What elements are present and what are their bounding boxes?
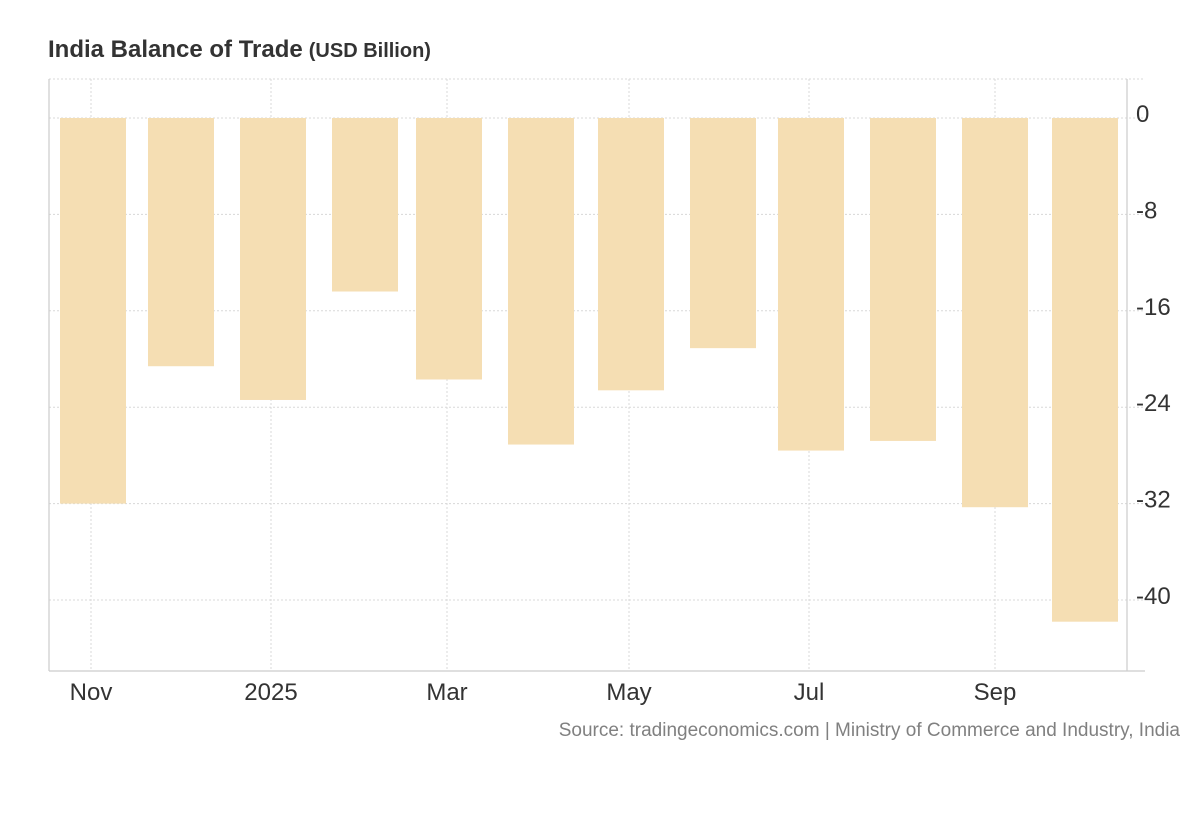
y-tick-label: -32 — [1136, 487, 1171, 514]
chart-unit-label: (USD Billion) — [308, 40, 431, 62]
source-note: Source: tradingeconomics.com | Ministry … — [558, 720, 1180, 741]
bar[interactable] — [60, 118, 126, 504]
x-tick-label: 2025 — [244, 679, 297, 706]
x-tick-label: Nov — [70, 679, 113, 706]
bar[interactable] — [690, 118, 756, 349]
bar[interactable] — [962, 118, 1028, 508]
bar[interactable] — [598, 118, 664, 391]
bar[interactable] — [148, 118, 214, 367]
bar[interactable] — [1052, 118, 1118, 622]
plot-frame — [48, 79, 1145, 672]
x-tick-label: Sep — [974, 679, 1017, 706]
y-tick-label: -16 — [1136, 294, 1171, 321]
y-tick-labels: 0 -8 -16 -24 -32 -40 — [1136, 101, 1171, 610]
bar[interactable] — [870, 118, 936, 441]
bar[interactable] — [416, 118, 482, 380]
bar[interactable] — [778, 118, 844, 451]
y-tick-label: 0 — [1136, 101, 1149, 128]
bar[interactable] — [508, 118, 574, 445]
bar[interactable] — [332, 118, 398, 292]
x-tick-label: Jul — [794, 679, 825, 706]
bars — [60, 118, 1118, 622]
y-tick-label: -8 — [1136, 197, 1157, 224]
x-tick-label: Mar — [426, 679, 467, 706]
y-tick-label: -40 — [1136, 583, 1171, 610]
x-tick-labels: Nov 2025 Mar May Jul Sep — [70, 679, 1017, 706]
chart-title: India Balance of Trade (USD Billion) — [48, 36, 431, 64]
bar[interactable] — [240, 118, 306, 400]
y-tick-label: -24 — [1136, 390, 1171, 417]
x-tick-label: May — [606, 679, 651, 706]
chart-title-text: India Balance of Trade — [48, 36, 303, 63]
